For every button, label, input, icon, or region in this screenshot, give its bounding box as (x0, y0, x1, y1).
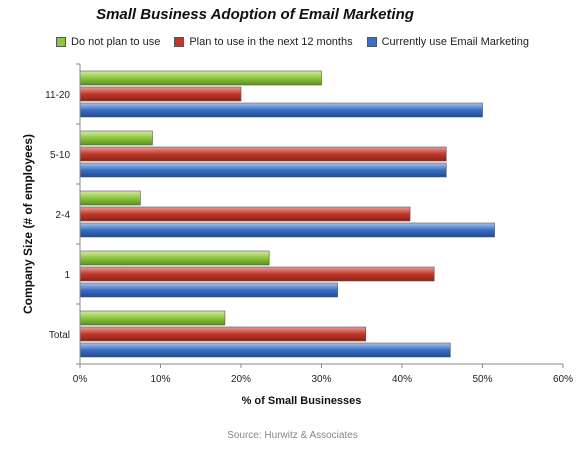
bar-11-20-2 (79, 86, 242, 102)
x-tick-label: 60% (553, 374, 573, 385)
x-tick-label: 40% (392, 374, 412, 385)
legend-item: Plan to use in the next 12 months (174, 36, 353, 48)
legend-item: Do not plan to use (56, 36, 160, 48)
bar-11-20-1 (79, 70, 322, 86)
bar-Total-3 (79, 342, 451, 358)
bar-Total-2 (79, 326, 367, 342)
legend-label: Currently use Email Marketing (381, 36, 529, 48)
category-label: 1 (64, 270, 70, 281)
legend-swatch (174, 37, 185, 47)
bar-2-4-2 (79, 206, 411, 222)
legend-label: Plan to use in the next 12 months (189, 36, 353, 48)
x-tick-label: 20% (231, 374, 251, 385)
x-tick-label: 50% (472, 374, 492, 385)
bar-1-2 (79, 266, 435, 282)
x-tick-label: 10% (150, 374, 170, 385)
legend: Do not plan to use Plan to use in the nex… (0, 36, 585, 48)
category-label: Total (49, 330, 70, 341)
x-axis-title: % of Small Businesses (242, 395, 362, 407)
category-label: 5-10 (50, 150, 70, 161)
bar-chart: 11-20 5-10 2-4 1 Total 0% 10% 20% 30% 40% 50% 60% % … (21, 63, 573, 407)
y-axis-title: Company Size (# of employees) (21, 134, 35, 314)
bar-Total-1 (79, 310, 226, 326)
legend-swatch (366, 37, 377, 47)
bar-5-10-3 (79, 162, 447, 178)
legend-label: Do not plan to use (71, 36, 161, 48)
bar-11-20-3 (79, 102, 483, 118)
chart-title: Small Business Adoption of Email Marketi… (96, 6, 414, 23)
bar-1-3 (79, 282, 338, 298)
category-label: 2-4 (56, 210, 71, 221)
category-label: 11-20 (45, 90, 70, 101)
bar-2-4-3 (79, 222, 495, 238)
legend-swatch (56, 37, 67, 47)
x-tick-label: 0% (73, 374, 88, 385)
source-note: Source: Hurwitz & Associates (227, 430, 358, 441)
bar-1-1 (79, 250, 270, 266)
bar-5-10-2 (79, 146, 447, 162)
bar-2-4-1 (79, 190, 141, 206)
x-tick-label: 30% (311, 374, 331, 385)
bar-5-10-1 (79, 130, 153, 146)
legend-item: Currently use Email Marketing (366, 36, 529, 48)
